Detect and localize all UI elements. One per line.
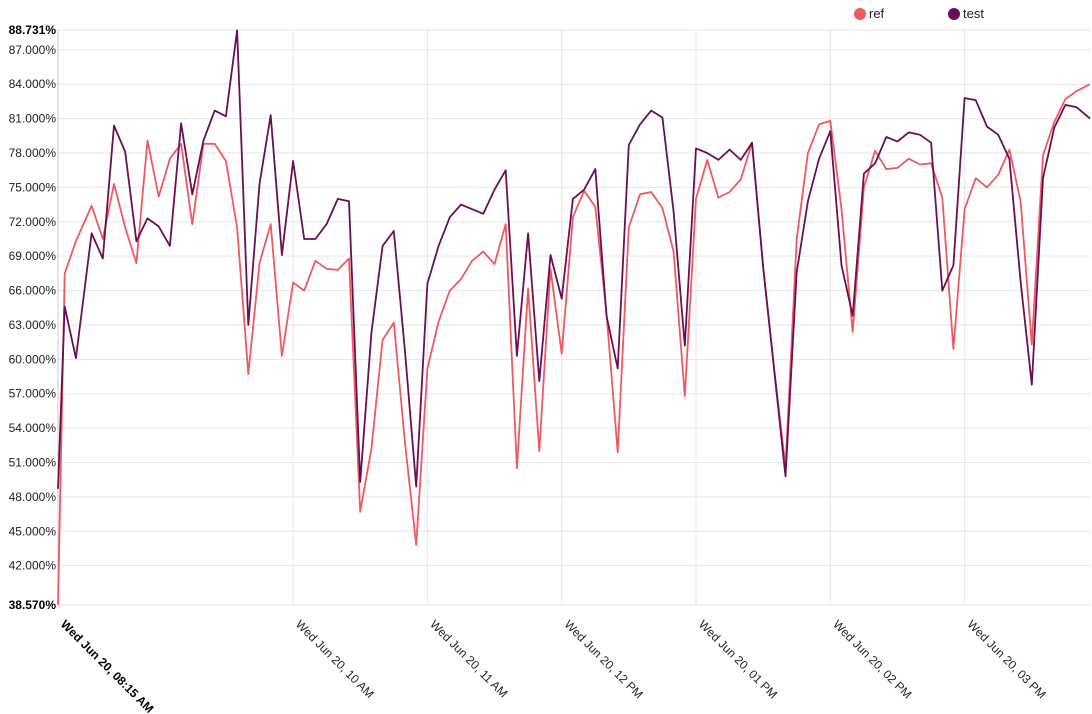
y-tick-label: 60.000% bbox=[9, 352, 57, 366]
legend-label-test: test bbox=[963, 6, 984, 21]
y-tick-label: 63.000% bbox=[9, 318, 57, 332]
y-tick-label: 81.000% bbox=[9, 112, 57, 126]
series-line-test bbox=[57, 29, 1091, 489]
x-tick-label: Wed Jun 20, 10 AM bbox=[293, 617, 377, 701]
y-tick-label: 42.000% bbox=[9, 559, 57, 573]
x-tick-label: Wed Jun 20, 03 PM bbox=[965, 617, 1049, 701]
y-tick-label: 38.570% bbox=[9, 598, 57, 612]
series-line-ref bbox=[57, 83, 1091, 605]
x-tick-label: Wed Jun 20, 01 PM bbox=[696, 617, 780, 701]
y-tick-label: 78.000% bbox=[9, 146, 57, 160]
legend-marker-ref bbox=[854, 8, 866, 20]
x-tick-label: Wed Jun 20, 12 PM bbox=[562, 617, 646, 701]
legend-label-ref: ref bbox=[869, 6, 885, 21]
x-tick-label: Wed Jun 20, 11 AM bbox=[427, 617, 510, 700]
axes: 88.731% 87.000% 84.000% 81.000% 78.000% 75.00… bbox=[9, 23, 1049, 714]
y-tick-label: 45.000% bbox=[9, 524, 57, 538]
y-tick-label: 69.000% bbox=[9, 249, 57, 263]
y-tick-label: 75.000% bbox=[9, 180, 57, 194]
legend: ref test bbox=[854, 6, 984, 21]
series-layer bbox=[57, 29, 1091, 605]
y-tick-label: 88.731% bbox=[9, 23, 57, 37]
y-tick-label: 84.000% bbox=[9, 77, 57, 91]
y-tick-label: 48.000% bbox=[9, 490, 57, 504]
legend-marker-test bbox=[948, 8, 960, 20]
y-tick-label: 57.000% bbox=[9, 387, 57, 401]
y-tick-label: 72.000% bbox=[9, 215, 57, 229]
x-tick-label: Wed Jun 20, 08:15 AM bbox=[58, 617, 157, 714]
y-tick-label: 54.000% bbox=[9, 421, 57, 435]
y-tick-label: 51.000% bbox=[9, 456, 57, 470]
y-tick-label: 87.000% bbox=[9, 43, 57, 57]
y-tick-label: 66.000% bbox=[9, 284, 57, 298]
x-tick-label: Wed Jun 20, 02 PM bbox=[830, 617, 914, 701]
